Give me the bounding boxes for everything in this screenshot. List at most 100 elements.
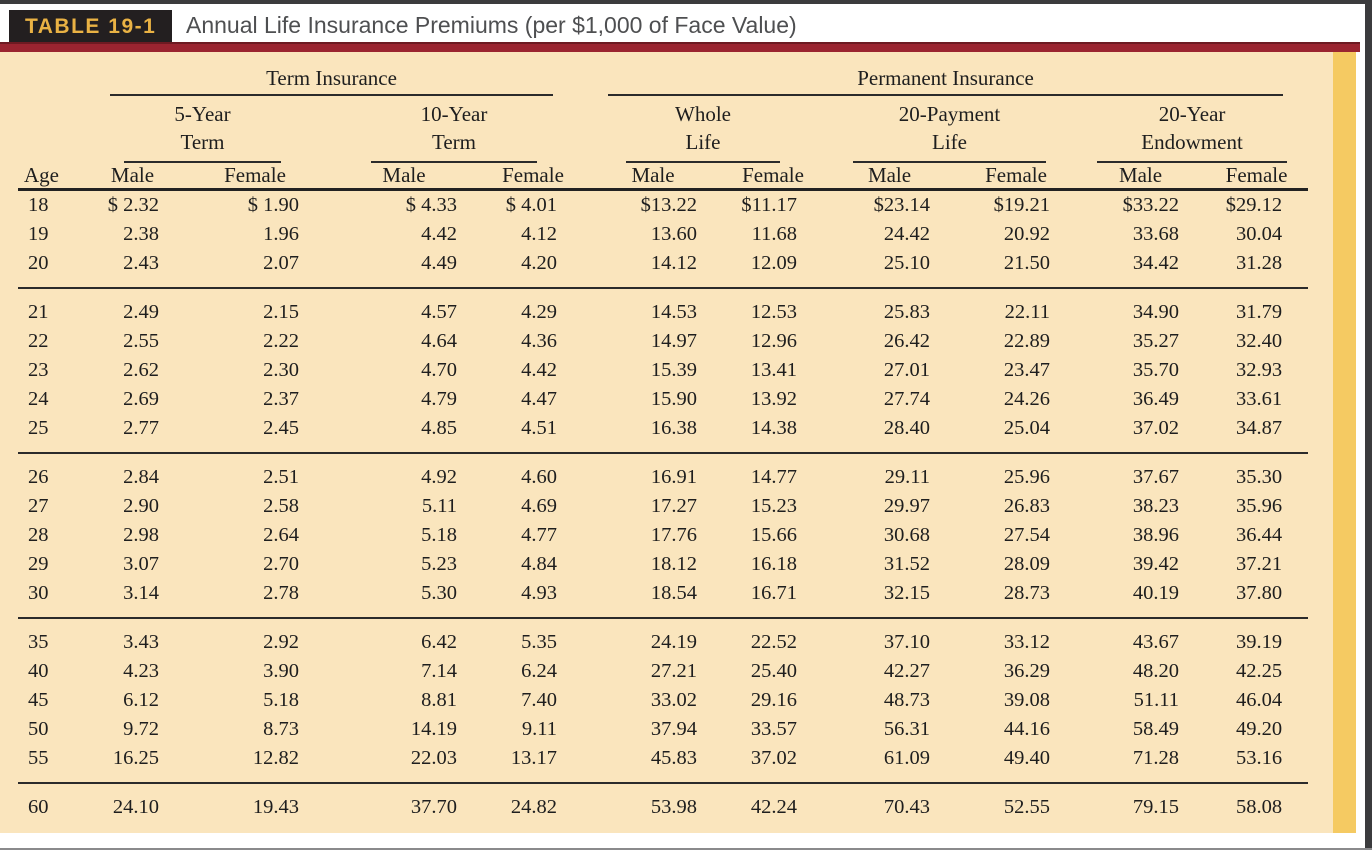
age-cell: 25 <box>28 416 49 439</box>
premium-cell: $ 4.01 <box>505 193 558 216</box>
premium-cell: 16.71 <box>750 581 798 604</box>
premium-cell: 27.21 <box>650 659 698 682</box>
premium-cell: 38.96 <box>1132 523 1180 546</box>
premium-cell: 32.93 <box>1235 358 1283 381</box>
premium-cell: 4.92 <box>325 451 483 492</box>
sub-header-whole-life: Whole Life <box>583 96 823 163</box>
premium-cell: 39.08 <box>1003 688 1051 711</box>
premium-cell: 22.03 <box>410 746 457 769</box>
premium-cell: 38.23 <box>1132 494 1180 517</box>
premium-cell: 8.81 <box>421 688 457 711</box>
premium-cell: 18.54 <box>650 581 698 604</box>
premium-cell: 32.15 <box>883 581 931 604</box>
age-cell: 50 <box>28 717 49 740</box>
premium-cell: 7.40 <box>521 688 558 711</box>
premium-cell: 2.62 <box>123 358 159 381</box>
premium-cell: 5.23 <box>421 552 457 575</box>
premium-cell: $23.14 <box>873 193 931 216</box>
premium-cell: 14.19 <box>410 717 457 740</box>
premium-cell: 49.20 <box>1235 717 1283 740</box>
premium-cell: 25.83 <box>823 286 957 327</box>
premium-cell: 13.41 <box>750 358 798 381</box>
premium-cell: $29.12 <box>1225 193 1283 216</box>
premium-cell: 37.94 <box>650 717 698 740</box>
table-row: 50 9.72 8.73 14.19 9.11 37.94 33.57 56.31 44.16 5… <box>18 715 1308 744</box>
column-header-female: Female <box>723 162 824 191</box>
premium-cell: 44.16 <box>1003 717 1051 740</box>
premium-cell: 12.53 <box>723 286 824 327</box>
table-row: 35 3.43 2.92 6.42 5.35 24.19 22.52 37.10 33.12 43… <box>18 616 1309 657</box>
premium-cell: 2.90 <box>123 494 159 517</box>
premium-cell: 14.38 <box>750 416 798 439</box>
sub-header-spacer <box>18 96 80 163</box>
premium-cell: 14.97 <box>650 329 698 352</box>
premium-cell: 16.18 <box>750 552 798 575</box>
premium-cell: 3.43 <box>80 616 185 657</box>
table-row: 45 6.12 5.18 8.81 7.40 33.02 29.16 48.73 39.08 51… <box>18 686 1308 715</box>
premium-cell: 53.98 <box>583 781 724 822</box>
premium-cell: 22.89 <box>1003 329 1051 352</box>
age-cell: 24 <box>28 387 49 410</box>
premium-cell: 14.77 <box>723 451 824 492</box>
table-row: 27 2.90 2.58 5.11 4.69 17.27 15.23 29.97 26.83 38… <box>18 492 1308 521</box>
premium-cell: 4.47 <box>521 387 558 410</box>
premium-cell: 2.98 <box>123 523 159 546</box>
premium-cell: 4.51 <box>521 416 558 439</box>
premium-cell: 22.52 <box>723 616 824 657</box>
premium-cell: 25.40 <box>750 659 798 682</box>
premium-cell: 9.11 <box>521 717 558 740</box>
premium-cell: 14.12 <box>650 251 698 274</box>
premium-cell: 36.49 <box>1132 387 1180 410</box>
premium-cell: 6.24 <box>521 659 558 682</box>
table-label-box: TABLE 19-1 <box>9 10 173 43</box>
table-row: 26 2.84 2.51 4.92 4.60 16.91 14.77 29.11 25.96 37… <box>18 451 1309 492</box>
premium-cell: 5.35 <box>483 616 584 657</box>
premium-cell: 31.52 <box>883 552 931 575</box>
premium-cell: 5.18 <box>421 523 457 546</box>
premium-cell: 36.44 <box>1235 523 1283 546</box>
column-header-female: Female <box>956 162 1077 191</box>
premium-cell: 24.42 <box>883 222 931 245</box>
column-header-male: Male <box>80 162 185 191</box>
sub-header-5-year-term: 5-Year Term <box>80 96 325 163</box>
premium-cell: 2.64 <box>263 523 299 546</box>
table-sheet: Term Insurance Permanent Insurance 5-Yea… <box>0 52 1356 833</box>
premium-cell: 21.50 <box>1003 251 1051 274</box>
premium-cell: 16.91 <box>583 451 724 492</box>
premium-cell: 36.29 <box>1003 659 1051 682</box>
premium-cell: 22.11 <box>956 286 1077 327</box>
table-row: 22 2.55 2.22 4.64 4.36 14.97 12.96 26.42 22.89 35… <box>18 327 1308 356</box>
premium-cell: 2.07 <box>263 251 299 274</box>
column-header-female: Female <box>483 162 584 191</box>
table-row: 24 2.69 2.37 4.79 4.47 15.90 13.92 27.74 24.26 36… <box>18 385 1308 414</box>
premium-cell: 26.83 <box>1003 494 1051 517</box>
premium-cell: 71.28 <box>1132 746 1180 769</box>
premium-cell: 28.40 <box>883 416 931 439</box>
premium-cell: 4.85 <box>421 416 457 439</box>
premium-cell: 9.72 <box>123 717 159 740</box>
premium-table-head: Term Insurance Permanent Insurance 5-Yea… <box>18 66 1309 191</box>
premium-cell: 2.43 <box>123 251 159 274</box>
premium-cell: 2.77 <box>123 416 159 439</box>
premium-cell: 30.68 <box>883 523 931 546</box>
premium-cell: 33.57 <box>750 717 798 740</box>
age-cell: 45 <box>28 688 49 711</box>
premium-cell: 24.19 <box>583 616 724 657</box>
premium-cell: 48.73 <box>883 688 931 711</box>
age-cell: 22 <box>28 329 49 352</box>
premium-cell: $ 4.33 <box>405 193 457 216</box>
premium-cell: 29.11 <box>823 451 957 492</box>
age-cell: 21 <box>18 286 80 327</box>
premium-cell: 5.18 <box>263 688 299 711</box>
premium-cell: 45.83 <box>650 746 698 769</box>
age-cell: 19 <box>28 222 49 245</box>
premium-cell: $33.22 <box>1122 193 1180 216</box>
premium-cell: 6.42 <box>325 616 483 657</box>
premium-cell: 11.68 <box>751 222 798 245</box>
premium-cell: 2.84 <box>80 451 185 492</box>
premium-cell: 39.19 <box>1205 616 1309 657</box>
premium-cell: 33.61 <box>1235 387 1283 410</box>
premium-cell: 48.20 <box>1132 659 1180 682</box>
table-title: Annual Life Insurance Premiums (per $1,0… <box>186 12 797 38</box>
premium-cell: 4.42 <box>521 358 558 381</box>
